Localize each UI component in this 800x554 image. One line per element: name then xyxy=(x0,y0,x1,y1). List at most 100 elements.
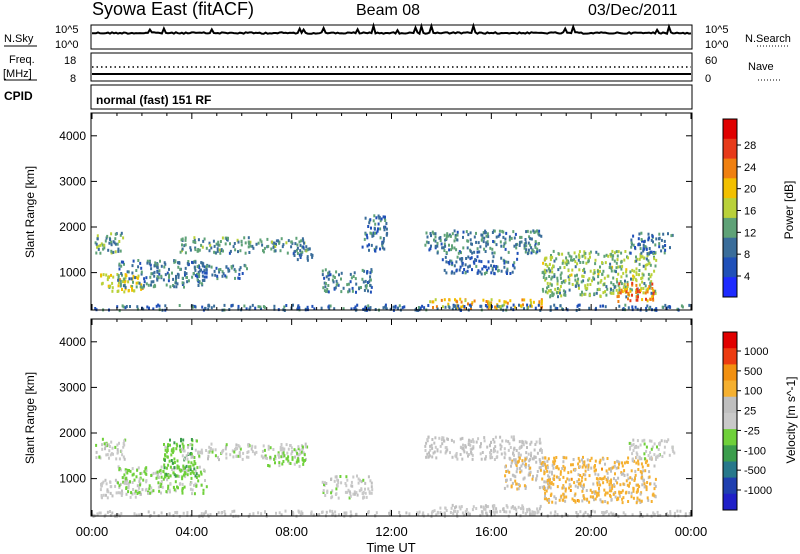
echo-cell xyxy=(504,300,507,304)
echo-cell xyxy=(347,290,350,294)
echo-cell xyxy=(374,249,377,253)
echo-cell xyxy=(299,243,302,247)
echo-cell xyxy=(172,277,175,281)
echo-cell xyxy=(492,510,495,514)
echo-cell xyxy=(356,303,359,307)
echo-cell xyxy=(163,466,166,470)
echo-cell xyxy=(459,437,462,441)
echo-cell xyxy=(608,467,611,471)
echo-cell xyxy=(355,282,358,286)
echo-cell xyxy=(542,463,545,467)
echo-cell xyxy=(523,244,526,248)
echo-cell xyxy=(184,238,187,242)
echo-cell xyxy=(349,272,352,276)
echo-cell xyxy=(562,486,565,490)
echo-cell xyxy=(546,486,549,490)
echo-cell xyxy=(202,264,204,268)
echo-cell xyxy=(578,303,581,307)
echo-cell xyxy=(581,475,584,479)
echo-cell xyxy=(644,267,647,271)
echo-cell xyxy=(481,510,484,514)
echo-cell xyxy=(469,257,472,261)
echo-cell xyxy=(192,240,195,244)
echo-cell xyxy=(331,489,334,493)
echo-cell xyxy=(179,444,181,448)
echo-cell xyxy=(581,489,584,493)
echo-cell xyxy=(606,274,609,278)
echo-cell xyxy=(342,307,345,311)
echo-cell xyxy=(350,307,353,311)
echo-cell xyxy=(124,279,127,283)
echo-cell xyxy=(460,257,463,260)
echo-cell xyxy=(439,239,442,242)
echo-cell xyxy=(646,481,649,484)
echo-cell xyxy=(587,260,590,264)
echo-cell xyxy=(178,482,181,486)
echo-cell xyxy=(262,305,265,309)
echo-cell xyxy=(635,501,638,505)
echo-cell xyxy=(559,472,562,476)
echo-cell xyxy=(602,512,605,516)
echo-cell xyxy=(631,293,633,297)
echo-cell xyxy=(650,439,653,443)
echo-cell xyxy=(520,304,522,308)
echo-cell xyxy=(449,234,452,238)
echo-cell xyxy=(530,301,533,305)
echo-cell xyxy=(577,482,580,486)
echo-cell xyxy=(462,446,465,450)
echo-cell xyxy=(137,466,140,470)
echo-cell xyxy=(430,244,432,248)
echo-cell xyxy=(624,250,627,253)
echo-cell xyxy=(124,306,127,310)
echo-cell xyxy=(131,481,134,484)
echo-cell xyxy=(140,287,143,291)
echo-cell xyxy=(184,266,187,270)
echo-cell xyxy=(321,480,324,484)
echo-cell xyxy=(462,304,464,308)
echo-cell xyxy=(602,481,605,485)
echo-cell xyxy=(527,248,530,252)
echo-cell xyxy=(502,230,505,234)
echo-cell xyxy=(289,462,292,465)
echo-cell xyxy=(519,235,522,239)
echo-cell xyxy=(526,306,529,310)
echo-cell xyxy=(293,462,296,466)
echo-cell xyxy=(449,511,452,514)
echo-cell xyxy=(599,304,602,308)
echo-cell xyxy=(352,275,355,278)
echo-cell xyxy=(489,246,492,250)
echo-cell xyxy=(577,258,580,262)
echo-cell xyxy=(247,245,250,249)
echo-cell xyxy=(595,477,598,481)
echo-cell xyxy=(504,247,507,251)
echo-cell xyxy=(445,509,448,512)
echo-cell xyxy=(465,508,468,511)
echo-cell xyxy=(267,447,270,451)
echo-cell xyxy=(124,276,127,279)
echo-cell xyxy=(555,257,558,261)
echo-cell xyxy=(589,283,592,286)
echo-cell xyxy=(488,305,490,309)
echo-cell xyxy=(210,246,213,250)
echo-cell xyxy=(524,238,527,241)
echo-cell xyxy=(495,267,497,271)
time-tick-label: 20:00 xyxy=(575,524,608,539)
echo-cell xyxy=(528,507,531,511)
echo-cell xyxy=(441,258,444,262)
echo-cell xyxy=(465,230,468,234)
echo-cell xyxy=(397,306,399,310)
echo-cell xyxy=(569,484,572,488)
echo-cell xyxy=(651,445,654,449)
echo-cell xyxy=(109,480,112,484)
echo-cell xyxy=(167,279,170,283)
echo-cell xyxy=(530,246,533,250)
echo-cell xyxy=(636,489,639,493)
echo-cell xyxy=(480,442,482,446)
echo-cell xyxy=(637,243,640,247)
echo-cell xyxy=(568,288,571,292)
echo-cell xyxy=(501,229,504,233)
echo-cell xyxy=(453,509,455,513)
echo-cell xyxy=(553,462,556,466)
echo-cell xyxy=(481,236,484,240)
colorbar-block xyxy=(723,237,737,258)
